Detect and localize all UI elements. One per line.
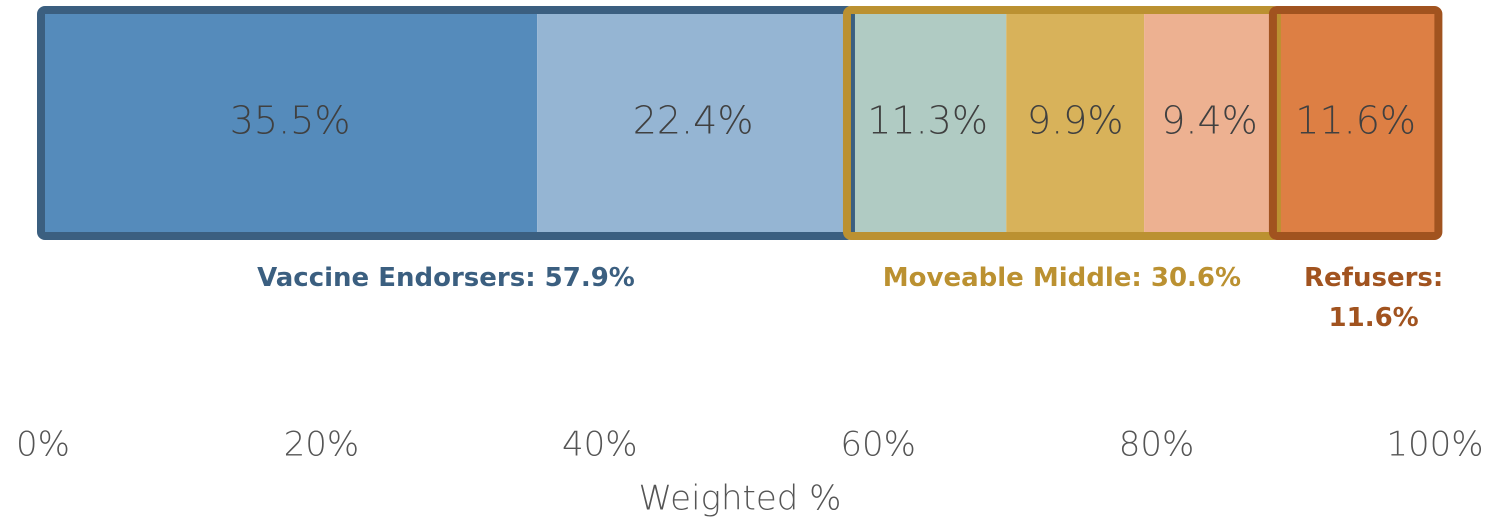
x-axis-label: Weighted % bbox=[639, 479, 842, 519]
x-tick-label: 100% bbox=[1386, 425, 1483, 465]
segment-label: 9.9% bbox=[1027, 99, 1124, 143]
x-tick-label: 60% bbox=[840, 425, 916, 465]
bar-segment bbox=[1144, 14, 1275, 232]
x-tick-label: 80% bbox=[1119, 425, 1195, 465]
bar-segment bbox=[848, 14, 1007, 232]
x-tick-label: 20% bbox=[284, 425, 360, 465]
segment-label: 35.5% bbox=[230, 99, 351, 143]
group-label: Vaccine Endorsers: 57.9% bbox=[257, 263, 635, 293]
bar-segment bbox=[537, 14, 849, 232]
segment-label: 11.3% bbox=[867, 99, 988, 143]
segment-label: 9.4% bbox=[1161, 99, 1258, 143]
group-box bbox=[1268, 6, 1443, 240]
group-label: Refusers: 11.6% bbox=[1304, 263, 1444, 333]
bar-segment bbox=[1006, 14, 1145, 232]
bar-segment bbox=[43, 14, 538, 232]
bar-segment bbox=[1274, 14, 1437, 232]
x-tick-label: 0% bbox=[16, 425, 70, 465]
group-label: Moveable Middle: 30.6% bbox=[882, 263, 1242, 293]
x-tick-label: 40% bbox=[562, 425, 638, 465]
segment-label: 11.6% bbox=[1295, 99, 1416, 143]
segment-label: 22.4% bbox=[633, 99, 754, 143]
